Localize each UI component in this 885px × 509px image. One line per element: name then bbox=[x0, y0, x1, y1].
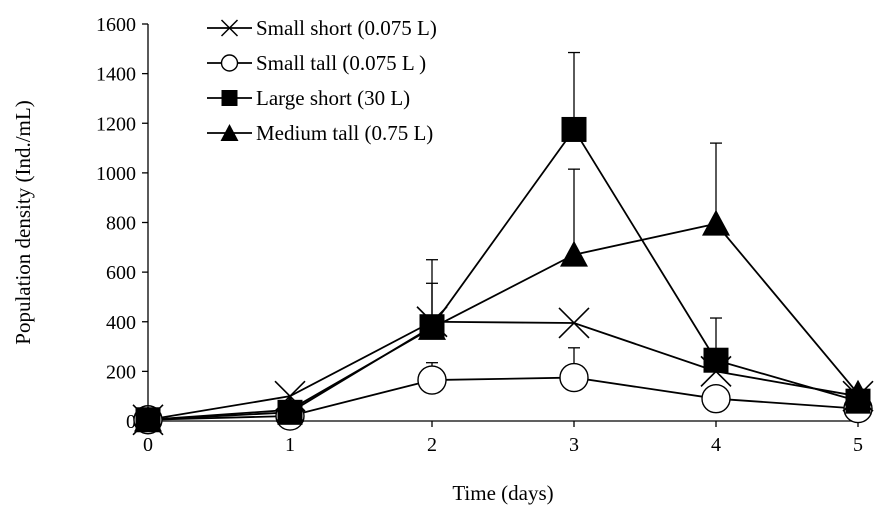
series-line-2 bbox=[147, 127, 859, 421]
legend-label: Large short (30 L) bbox=[256, 86, 410, 110]
data-point-2 bbox=[703, 347, 729, 373]
legend-label: Medium tall (0.75 L) bbox=[256, 121, 433, 145]
series-line-1 bbox=[147, 376, 859, 421]
y-tick-label: 600 bbox=[106, 262, 136, 284]
error-bars bbox=[426, 51, 722, 381]
y-tick-label: 400 bbox=[106, 312, 136, 334]
legend-marker bbox=[221, 90, 238, 106]
legend-marker bbox=[220, 54, 239, 72]
y-tick-label: 1600 bbox=[96, 14, 136, 36]
data-point-3 bbox=[702, 209, 730, 236]
legend-marker bbox=[220, 19, 239, 37]
x-axis-title: Time (days) bbox=[452, 481, 553, 505]
data-point-2 bbox=[561, 116, 587, 142]
x-tick-label: 2 bbox=[427, 434, 437, 456]
data-point-2 bbox=[845, 388, 871, 414]
data-point-1 bbox=[559, 362, 589, 393]
x-tick-label: 0 bbox=[143, 434, 153, 456]
series-line-0 bbox=[147, 320, 859, 421]
x-tick-label: 3 bbox=[569, 434, 579, 456]
legend-label: Small tall (0.075 L ) bbox=[256, 51, 426, 75]
data-point-1 bbox=[417, 365, 447, 395]
y-axis-title: Population density (Ind./mL) bbox=[11, 100, 35, 344]
x-tick-label: 4 bbox=[711, 434, 721, 456]
data-point-0 bbox=[558, 307, 590, 339]
y-tick-label: 1400 bbox=[96, 64, 136, 86]
markers bbox=[132, 116, 874, 436]
data-point-2 bbox=[419, 314, 445, 340]
legend: Small short (0.075 L) Small tall (0.075 L… bbox=[207, 16, 437, 145]
legend-label: Small short (0.075 L) bbox=[256, 16, 437, 40]
data-point-2 bbox=[135, 407, 161, 433]
data-point-3 bbox=[560, 240, 588, 267]
axes: 0 200 400 600 800 1000 1200 1400 1600 0 1 2 3 4 5 bbox=[96, 14, 863, 456]
y-tick-label: 1200 bbox=[96, 113, 136, 135]
series-lines bbox=[147, 127, 859, 421]
legend-marker bbox=[220, 124, 239, 141]
data-point-1 bbox=[701, 383, 731, 414]
y-tick-label: 800 bbox=[106, 213, 136, 235]
series-line-3 bbox=[147, 222, 859, 421]
x-tick-label: 1 bbox=[285, 434, 295, 456]
data-point-2 bbox=[277, 399, 303, 425]
y-tick-label: 1000 bbox=[96, 163, 136, 185]
x-tick-label: 5 bbox=[853, 434, 863, 456]
y-tick-label: 200 bbox=[106, 361, 136, 383]
y-tick-label: 0 bbox=[126, 411, 136, 433]
